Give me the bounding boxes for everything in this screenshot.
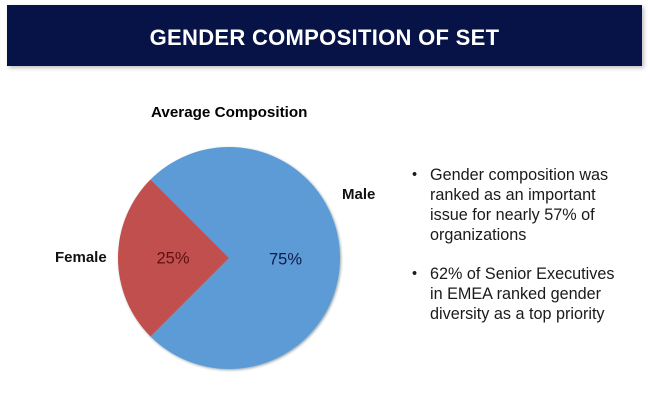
svg-text:25%: 25%	[156, 250, 189, 268]
svg-text:75%: 75%	[269, 251, 302, 269]
